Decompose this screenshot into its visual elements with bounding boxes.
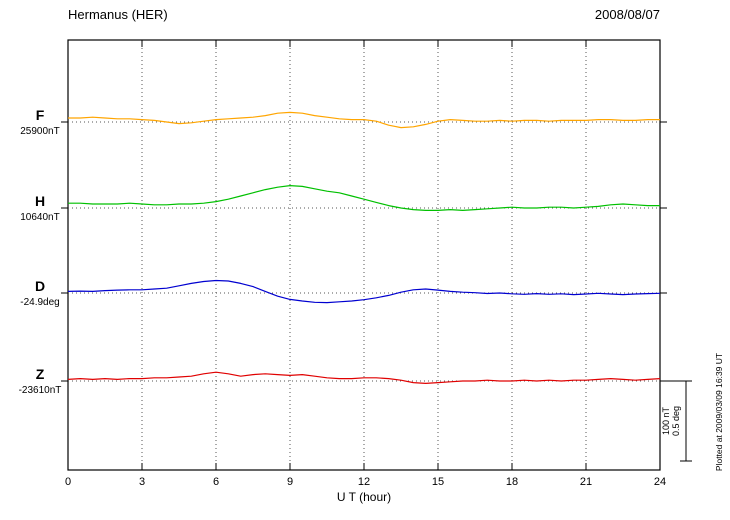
- x-tick-21: 21: [580, 476, 592, 488]
- series-D-letter: D: [35, 278, 45, 294]
- trace-D: [67, 279, 661, 304]
- scale-bar: 100 nT 0.5 deg: [660, 380, 692, 462]
- series-Z-baseline-value: -23610nT: [19, 385, 62, 396]
- series-H-baseline-value: 10640nT: [20, 212, 59, 223]
- station-title: Hermanus (HER): [68, 7, 168, 22]
- x-tick-18: 18: [506, 476, 518, 488]
- series-D-baseline-value: -24.9deg: [20, 297, 59, 308]
- x-axis-label: U T (hour): [337, 490, 391, 504]
- x-tick-15: 15: [432, 476, 444, 488]
- series-F-baseline-value: 25900nT: [20, 126, 59, 137]
- x-tick-24: 24: [654, 476, 666, 488]
- gridlines: [141, 40, 587, 470]
- series-F-letter: F: [36, 107, 45, 123]
- trace-Z: [67, 371, 661, 384]
- plotted-at-note: Plotted at 2009/03/09 16:39 UT: [714, 353, 724, 471]
- x-tick-3: 3: [139, 476, 145, 488]
- traces: [61, 111, 667, 384]
- x-tick-12: 12: [358, 476, 370, 488]
- trace-F: [68, 111, 660, 129]
- x-tick-9: 9: [287, 476, 293, 488]
- scale-bar-deg-label: 0.5 deg: [671, 406, 681, 436]
- series-Z-letter: Z: [36, 366, 45, 382]
- date-label: 2008/08/07: [595, 7, 660, 22]
- scale-bar-nT-label: 100 nT: [661, 406, 671, 435]
- trace-H: [68, 185, 660, 211]
- x-tick-0: 0: [65, 476, 71, 488]
- series-H-letter: H: [35, 193, 45, 209]
- x-tick-6: 6: [213, 476, 219, 488]
